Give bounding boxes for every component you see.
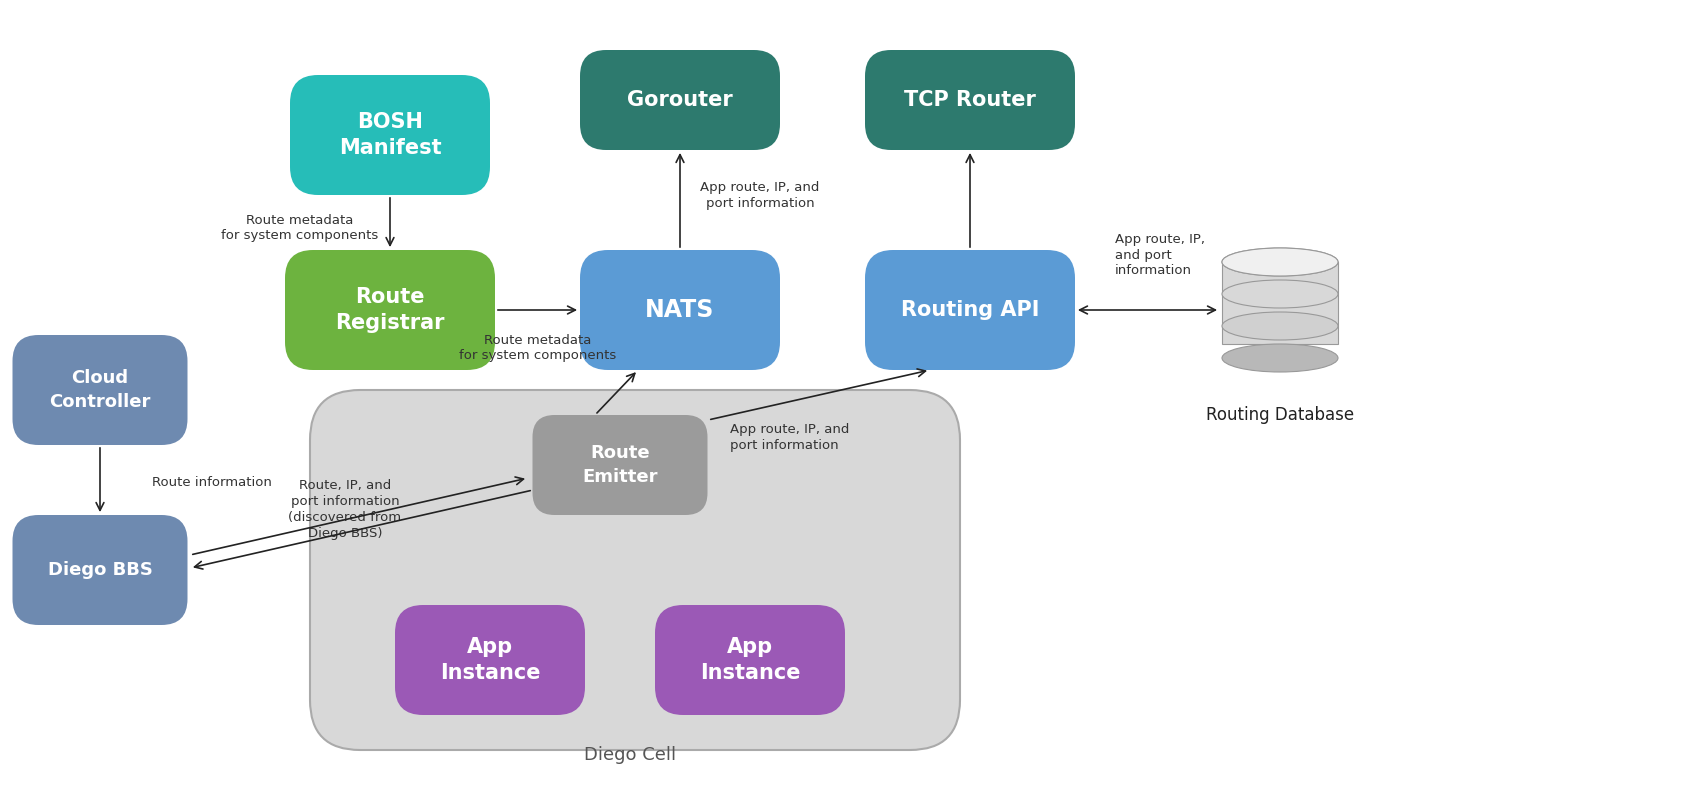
Ellipse shape [1223, 248, 1338, 276]
FancyBboxPatch shape [285, 250, 496, 370]
FancyBboxPatch shape [581, 50, 779, 150]
Text: App route, IP,
and port
information: App route, IP, and port information [1116, 233, 1206, 277]
FancyBboxPatch shape [864, 250, 1075, 370]
Text: Routing Database: Routing Database [1206, 406, 1353, 424]
Text: Route
Registrar: Route Registrar [335, 287, 445, 333]
Text: TCP Router: TCP Router [903, 90, 1036, 110]
Ellipse shape [1223, 312, 1338, 340]
Text: BOSH
Manifest: BOSH Manifest [338, 112, 441, 158]
Text: Route
Emitter: Route Emitter [582, 444, 657, 486]
FancyBboxPatch shape [290, 75, 491, 195]
Ellipse shape [1223, 280, 1338, 308]
Text: Cloud
Controller: Cloud Controller [49, 369, 151, 410]
FancyBboxPatch shape [12, 515, 187, 625]
Text: Route metadata
for system components: Route metadata for system components [460, 334, 616, 363]
FancyBboxPatch shape [311, 390, 959, 750]
FancyBboxPatch shape [533, 415, 708, 515]
Text: Route information: Route information [153, 475, 272, 489]
Polygon shape [1223, 262, 1338, 344]
Text: App
Instance: App Instance [440, 637, 540, 684]
Text: Diego BBS: Diego BBS [48, 561, 153, 579]
Text: App
Instance: App Instance [700, 637, 800, 684]
Text: Diego Cell: Diego Cell [584, 746, 676, 764]
Text: App route, IP, and
port information: App route, IP, and port information [730, 423, 849, 452]
FancyBboxPatch shape [864, 50, 1075, 150]
Text: App route, IP, and
port information: App route, IP, and port information [700, 180, 820, 209]
FancyBboxPatch shape [655, 605, 846, 715]
Text: Route metadata
for system components: Route metadata for system components [221, 213, 379, 242]
FancyBboxPatch shape [581, 250, 779, 370]
Text: Routing API: Routing API [902, 300, 1039, 320]
Text: NATS: NATS [645, 298, 715, 322]
FancyBboxPatch shape [12, 335, 187, 445]
FancyBboxPatch shape [396, 605, 586, 715]
Ellipse shape [1223, 248, 1338, 276]
Text: Route, IP, and
port information
(discovered from
Diego BBS): Route, IP, and port information (discove… [289, 479, 401, 541]
Ellipse shape [1223, 344, 1338, 372]
Text: Gorouter: Gorouter [627, 90, 734, 110]
